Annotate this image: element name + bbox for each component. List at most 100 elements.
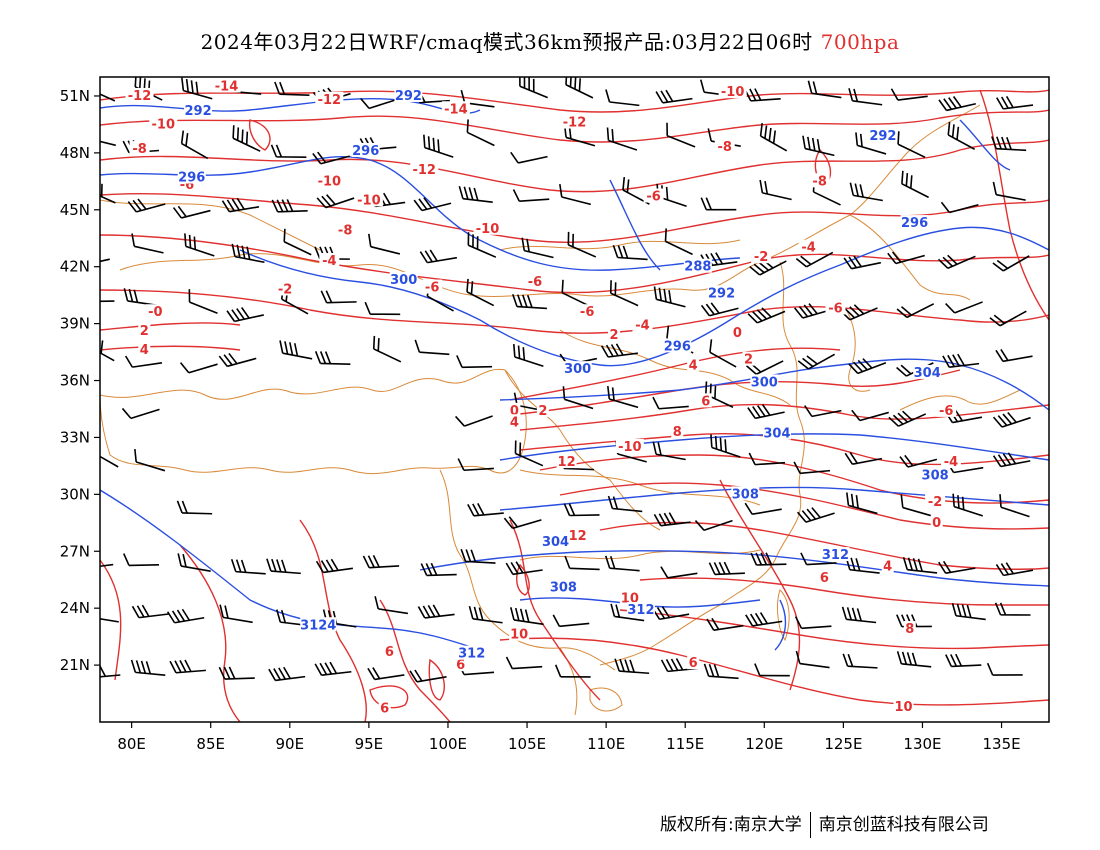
wind-barb [100, 451, 119, 468]
wind-barb [314, 661, 352, 677]
temperature-label: -8 [812, 174, 826, 189]
temperature-label: 4 [883, 559, 892, 574]
temperature-label-bg [508, 414, 521, 429]
temperature-label: -6 [828, 301, 842, 316]
temperature-label-bg [567, 528, 588, 543]
temperature-label-bg [619, 590, 640, 605]
wind-barb [457, 458, 494, 472]
wind-barb [455, 415, 493, 427]
china-west-boundary [100, 368, 527, 475]
latitude-axis: 21N 24N 27N 30N 33N 36N 39N 42N 45N 48N 51N [60, 87, 100, 674]
wind-barb [468, 606, 503, 624]
wind-barb [759, 122, 788, 152]
wind-barb [793, 461, 831, 475]
temperature-label: 10 [510, 628, 528, 643]
theta-label: 296 [901, 216, 928, 231]
wind-barb [423, 134, 454, 158]
wind-barb [986, 662, 1023, 676]
wind-barb [848, 358, 887, 375]
temperature-label-bg [881, 558, 894, 573]
theta-label: 292 [184, 104, 211, 119]
lon-tick-label: 115E [666, 735, 704, 753]
temperature-label-bg [903, 621, 916, 636]
wind-barb [604, 555, 640, 572]
wind-barb [100, 183, 116, 204]
taiwan-island [777, 589, 790, 642]
lat-tick-label: 36N [60, 372, 90, 390]
wind-barb [458, 185, 493, 203]
temperature-label: 12 [558, 455, 576, 470]
temperature-label-bg [560, 114, 589, 129]
temperature-label-bg [383, 643, 396, 658]
wind-barb [995, 349, 1033, 363]
theta-label-bg [868, 127, 897, 142]
temperature-label-bg [536, 402, 549, 417]
temperature-label: 2 [744, 353, 753, 368]
wind-barb [315, 558, 354, 574]
wind-barb [221, 197, 260, 213]
wind-barb [467, 232, 497, 258]
temperature-label: 12 [569, 529, 587, 544]
wind-barb [231, 243, 265, 264]
wind-barb [994, 602, 1031, 616]
temperature-label-bg [925, 493, 946, 508]
wind-barb [710, 434, 741, 458]
wind-barb [614, 658, 650, 675]
temperature-label: -8 [338, 224, 352, 239]
temperature-label-bg [441, 101, 470, 116]
wind-barb [456, 355, 493, 369]
temperature-label: -6 [939, 404, 953, 419]
wind-barb [552, 614, 590, 628]
wind-barb [179, 362, 218, 374]
wind-barb [226, 307, 264, 323]
temperature-label: -10 [318, 174, 342, 189]
theta-label-bg [731, 486, 760, 501]
wind-barb [938, 560, 976, 574]
lat-tick-label: 33N [60, 428, 90, 446]
temperature-label-bg [809, 173, 830, 188]
temperature-label: -2 [928, 495, 942, 510]
wind-barb [362, 555, 400, 569]
wind-barb [312, 151, 350, 165]
temperature-label-bg [714, 139, 735, 154]
wind-barb [902, 557, 938, 574]
wind-barb [131, 604, 169, 619]
wind-barb [700, 302, 739, 317]
lat-tick-label: 51N [60, 87, 90, 105]
wind-barb [417, 604, 455, 619]
lon-tick-label: 120E [745, 735, 783, 753]
wind-barbs [100, 77, 1034, 683]
wind-barb [992, 452, 1031, 468]
company-name: 南京创蓝科技有限公司 [818, 815, 989, 835]
theta-label-bg [177, 169, 206, 184]
temperature-label: -2 [278, 282, 292, 297]
temperature-label-bg [212, 78, 241, 93]
wind-barb [846, 492, 878, 515]
wind-barb [123, 553, 159, 567]
theta-label-bg [913, 364, 942, 379]
wind-barb [466, 278, 495, 307]
wind-barb [851, 409, 889, 422]
wind-barb [899, 454, 938, 468]
china-north-boundary [119, 104, 981, 297]
wind-barb [564, 555, 600, 571]
temperature-label: -6 [580, 305, 594, 320]
province-boundaries [100, 104, 1021, 716]
wind-barb [134, 449, 166, 472]
wind-barb [802, 135, 835, 157]
wind-barb [996, 95, 1034, 110]
lat-tick-label: 48N [60, 144, 90, 162]
wind-barb [100, 563, 114, 570]
temperature-label-bg [473, 220, 502, 235]
wind-barb [600, 343, 638, 358]
theta-label-bg [184, 103, 213, 118]
theta-label-bg [683, 258, 712, 273]
wind-barb [218, 352, 257, 368]
copyright-text: 版权所有:南京大学 [660, 815, 802, 835]
theta-label: 308 [922, 468, 949, 483]
temperature-label-bg [632, 317, 653, 332]
theta-label: 292 [708, 286, 735, 301]
wind-barb [652, 396, 689, 410]
temperature-label-bg [742, 351, 755, 366]
wind-barb [512, 294, 548, 310]
